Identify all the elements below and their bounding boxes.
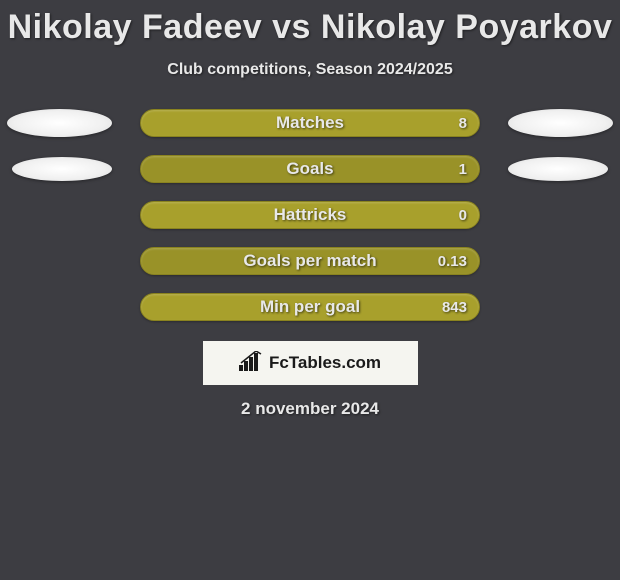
stat-bar: Goals per match 0.13 (140, 247, 480, 275)
player-left-ellipse (7, 109, 112, 137)
stat-bar: Matches 8 (140, 109, 480, 137)
stat-bar: Goals 1 (140, 155, 480, 183)
stat-row: Goals 1 (0, 155, 620, 183)
stat-bar: Min per goal 843 (140, 293, 480, 321)
brand-badge: FcTables.com (203, 341, 418, 385)
brand-text: FcTables.com (269, 353, 381, 373)
stat-label: Goals per match (243, 251, 376, 271)
player-left-ellipse (12, 157, 112, 181)
stat-value: 0.13 (438, 253, 467, 270)
stat-label: Goals (286, 159, 333, 179)
stats-list: Matches 8 Goals 1 Hattricks 0 Goals per match 0… (0, 109, 620, 321)
subtitle: Club competitions, Season 2024/2025 (0, 61, 620, 79)
stat-row: Hattricks 0 (0, 201, 620, 229)
stat-value: 0 (459, 207, 467, 224)
stat-label: Hattricks (274, 205, 347, 225)
page-title: Nikolay Fadeev vs Nikolay Poyarkov (0, 8, 620, 47)
stat-label: Min per goal (260, 297, 360, 317)
player-right-ellipse (508, 109, 613, 137)
stats-card: Nikolay Fadeev vs Nikolay Poyarkov Club … (0, 0, 620, 419)
stat-value: 843 (442, 299, 467, 316)
brand-chart-icon (239, 351, 263, 376)
stat-label: Matches (276, 113, 344, 133)
date-line: 2 november 2024 (0, 399, 620, 419)
stat-value: 8 (459, 115, 467, 132)
player-right-ellipse (508, 157, 608, 181)
stat-row: Goals per match 0.13 (0, 247, 620, 275)
stat-row: Min per goal 843 (0, 293, 620, 321)
stat-row: Matches 8 (0, 109, 620, 137)
stat-bar: Hattricks 0 (140, 201, 480, 229)
stat-value: 1 (459, 161, 467, 178)
